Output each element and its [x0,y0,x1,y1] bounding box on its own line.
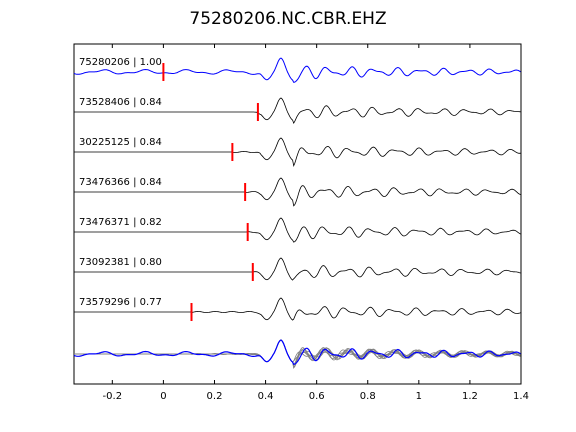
trace-row: 73579296 | 0.77 [74,297,521,321]
x-axis: -0.2 0 0.2 0.4 0.6 0.8 1 1.2 1.4 [103,44,529,402]
trace-row: 73476366 | 0.84 [74,177,521,207]
trace-waveform [74,297,521,321]
x-tick-label: -0.2 [103,391,123,402]
trace-label: 75280206 | 1.00 [79,57,162,68]
overlay-waveform [73,339,521,365]
trace-label: 30225125 | 0.84 [79,137,162,148]
x-tick-label: 0.6 [309,391,325,402]
trace-waveform [73,57,521,83]
trace-label: 73579296 | 0.77 [79,297,162,308]
trace-waveform [74,257,521,281]
chart-title: 75280206.NC.CBR.EHZ [189,9,386,29]
trace-waveform [74,217,521,243]
x-tick-label: 1 [416,391,422,402]
trace-row: 73476371 | 0.82 [74,217,521,243]
x-tick-label: 0 [160,391,166,402]
plot-area [73,43,522,385]
trace-row: 75280206 | 1.00 [73,57,521,83]
x-tick-label: 1.2 [462,391,478,402]
overlay-stack [73,339,521,370]
trace-waveform [74,177,521,207]
x-tick-label: 1.4 [513,391,529,402]
trace-waveform [74,137,521,168]
trace-label: 73528406 | 0.84 [79,97,162,108]
x-tick-label: 0.2 [207,391,223,402]
trace-row: 30225125 | 0.84 [74,137,521,168]
trace-row: 73092381 | 0.80 [74,257,521,281]
trace-stack: 75280206 | 1.00 73528406 | 0.84 30225125 |… [73,57,521,321]
x-tick-label: 0.8 [360,391,376,402]
trace-waveform [74,97,521,125]
trace-label: 73476366 | 0.84 [79,177,162,188]
trace-row: 73528406 | 0.84 [74,97,521,125]
trace-label: 73092381 | 0.80 [79,257,162,268]
x-tick-label: 0.4 [258,391,274,402]
trace-label: 73476371 | 0.82 [79,217,162,228]
